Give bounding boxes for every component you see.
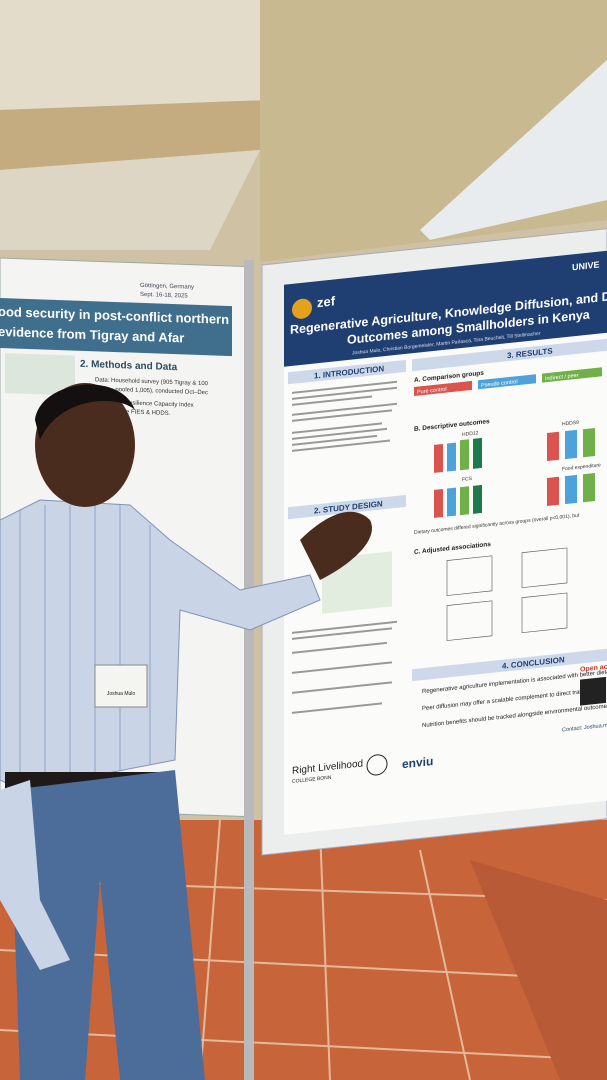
chart-label: FCS [462,476,473,483]
venue: Göttingen, Germany [140,283,194,291]
stand-pole [244,260,254,1080]
item: variables are FIES & HDDS. [95,408,171,417]
mini-charts [434,428,595,518]
date: Sept. 16-18, 2025 [140,292,188,300]
group-label: Pseudo control [481,379,518,389]
group-tag [414,380,472,397]
forest-plots [446,547,568,641]
group-tag [478,374,536,390]
hand [300,511,372,580]
logo-text: zef [317,293,336,310]
wall-base [470,860,607,1080]
partner-logo: COLLEGE BONN [292,775,332,785]
group-tag [542,367,602,383]
right-poster: zef UNIVE Regenerative Agriculture, Know… [261,228,607,856]
badge-name: Joshua Mulo [107,691,136,697]
text-lines [292,380,397,714]
jeans [10,770,205,1080]
section-bar [288,359,406,385]
title: evidence from Tigray and Afar [0,324,184,346]
item: Afar → pooled 1,005), conducted Oct–Dec [95,386,208,396]
section-bar [288,494,406,520]
item: Data: Household survey (905 Tigray & 100 [95,377,209,387]
shirt-stripes [19,505,151,785]
group-label: Pure control [417,387,447,396]
poster-header [284,250,607,367]
partner-logo [366,754,388,776]
window-frame [420,60,607,240]
section-bar [412,338,607,372]
chart-label: HDD12 [462,430,479,438]
map [5,353,75,396]
section-heading: 2. Methods and Data [80,359,178,373]
open-access: Open ac [580,664,607,674]
university: UNIVE [572,260,599,273]
hair [35,384,135,440]
arm [0,780,70,970]
poster-header [0,298,232,357]
logo [292,298,312,319]
contact: Contact: Joshua.m [562,723,607,734]
ceiling [0,0,280,110]
name-badge [94,664,148,708]
section-bar [412,648,607,682]
qr-code [580,676,606,706]
group-label: Indirect / peer [545,373,579,383]
ceiling-lower [0,150,260,250]
chart-label: HDDS9 [562,420,579,428]
chart-label: Food expenditure [562,462,601,472]
person: Joshua Mulo [0,383,372,1080]
item: Measures: Resilience Capacity Index [95,399,194,408]
partner-logo: enviu [402,754,433,771]
beam [0,100,270,170]
